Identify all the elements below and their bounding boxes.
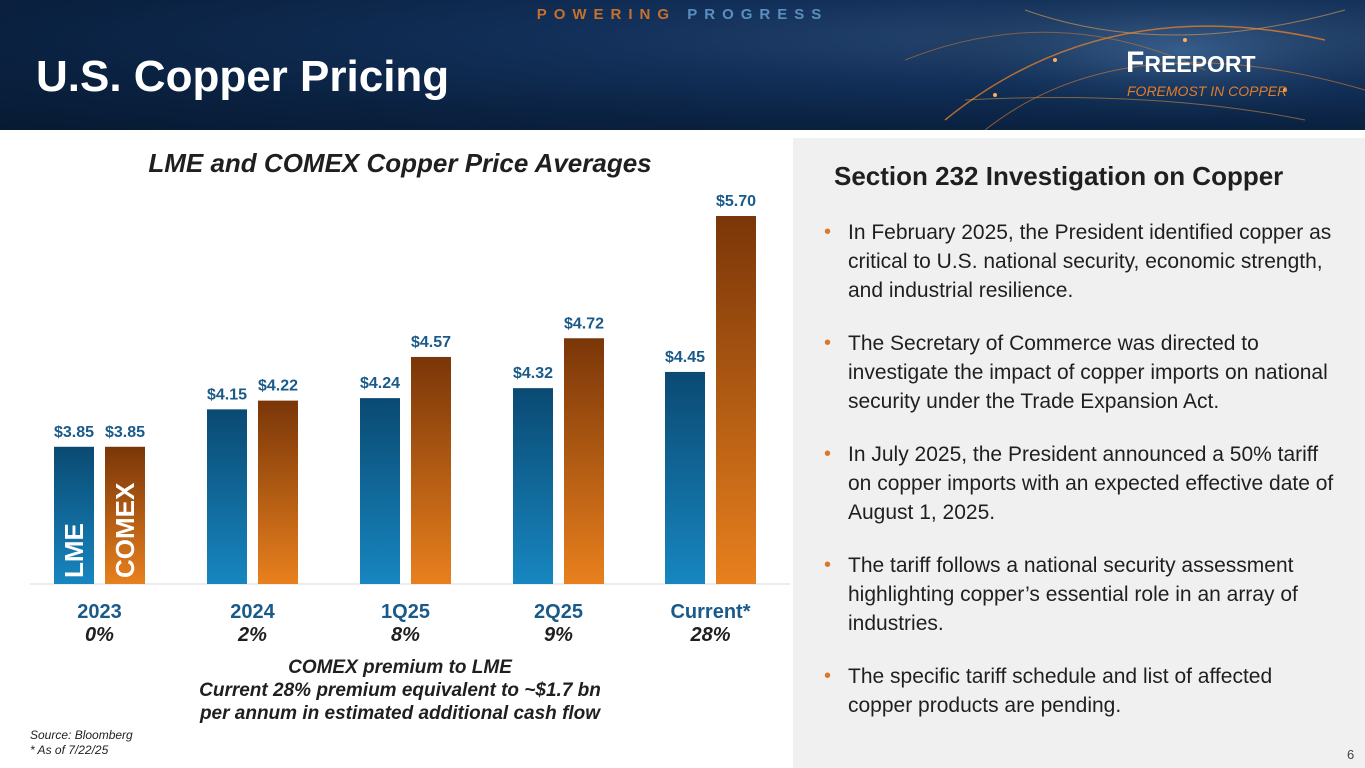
category-label: 2024 — [230, 601, 275, 623]
lme-series-label: LME — [59, 523, 89, 578]
comex-bar — [258, 400, 298, 584]
bullet-item: • The tariff follows a national security … — [822, 551, 1342, 638]
lme-value-label: $4.24 — [360, 375, 400, 392]
comex-bar — [564, 338, 604, 584]
bullet-item: • The Secretary of Commerce was directed … — [822, 329, 1342, 416]
lme-bar — [360, 398, 400, 584]
source-footnote: Source: Bloomberg * As of 7/22/25 — [30, 728, 133, 758]
premium-note-line1: COMEX premium to LME — [288, 657, 512, 678]
tagline-part1: POWERING — [536, 6, 677, 23]
comex-value-label: $4.22 — [258, 378, 298, 395]
comex-bar — [716, 216, 756, 584]
bullet-item: • The specific tariff schedule and list o… — [822, 662, 1342, 720]
comex-value-label: $5.70 — [716, 193, 756, 210]
bullet-text: The specific tariff schedule and list of… — [848, 665, 1273, 717]
lme-value-label: $3.85 — [54, 424, 94, 441]
comex-bar — [105, 446, 145, 584]
right-panel — [793, 138, 1365, 768]
bullet-dot-icon: • — [824, 554, 832, 576]
premium-label: 8% — [391, 624, 420, 646]
lme-bar — [513, 388, 553, 584]
premium-label: 0% — [85, 624, 114, 646]
category-label: 2023 — [77, 601, 122, 623]
tagline-part2: PROGRESS — [687, 6, 829, 23]
category-label: Current* — [670, 601, 750, 623]
lme-bar — [665, 371, 705, 584]
category-label: 2Q25 — [534, 601, 583, 623]
chart-title: LME and COMEX Copper Price Averages — [148, 148, 652, 178]
logo-tagline: FOREMOST IN COPPER — [1127, 83, 1288, 99]
premium-note-line2: Current 28% premium equivalent to ~$1.7 … — [199, 680, 601, 701]
page-title: U.S. Copper Pricing — [36, 52, 450, 101]
header-banner: POWERING PROGRESS U.S. Copper Pricing FR… — [0, 0, 1365, 130]
comex-bar — [411, 356, 451, 584]
premium-label: 2% — [237, 624, 267, 646]
logo-rest: REEPORT — [1144, 51, 1256, 77]
lme-value-label: $4.15 — [207, 386, 247, 403]
bullet-item: • In July 2025, the President announced a… — [822, 440, 1342, 527]
bullet-text: In February 2025, the President identifi… — [848, 221, 1332, 302]
bullet-list: • In February 2025, the President identif… — [822, 218, 1342, 744]
premium-note-line3: per annum in estimated additional cash f… — [199, 703, 601, 724]
freeport-logo: FREEPORT — [1126, 46, 1256, 80]
bullet-text: The Secretary of Commerce was directed t… — [848, 332, 1328, 413]
premium-note: COMEX premium to LME Current 28% premium… — [140, 656, 660, 725]
bullet-dot-icon: • — [824, 332, 832, 354]
asof-line: * As of 7/22/25 — [30, 743, 109, 757]
bullet-dot-icon: • — [824, 443, 832, 465]
comex-series-label: COMEX — [110, 482, 140, 578]
source-line: Source: Bloomberg — [30, 728, 133, 742]
bullet-text: In July 2025, the President announced a … — [848, 443, 1334, 524]
section-title: Section 232 Investigation on Copper — [834, 161, 1284, 191]
bullet-item: • In February 2025, the President identif… — [822, 218, 1342, 305]
bullet-text: The tariff follows a national security a… — [848, 554, 1298, 635]
comex-value-label: $4.72 — [564, 315, 604, 332]
bullet-dot-icon: • — [824, 221, 832, 243]
premium-label: 9% — [544, 624, 573, 646]
category-label: 1Q25 — [381, 601, 430, 623]
lme-value-label: $4.32 — [513, 365, 553, 382]
globe-network-graphic — [905, 0, 1365, 130]
lme-bar — [54, 446, 94, 584]
bullet-dot-icon: • — [824, 665, 832, 687]
comex-value-label: $3.85 — [105, 424, 145, 441]
tagline: POWERING PROGRESS — [0, 6, 1365, 23]
logo-first-letter: F — [1126, 46, 1145, 79]
premium-label: 28% — [689, 624, 730, 646]
page-number: 6 — [1347, 747, 1355, 762]
lme-bar — [207, 409, 247, 584]
comex-value-label: $4.57 — [411, 334, 451, 351]
lme-value-label: $4.45 — [665, 349, 705, 366]
